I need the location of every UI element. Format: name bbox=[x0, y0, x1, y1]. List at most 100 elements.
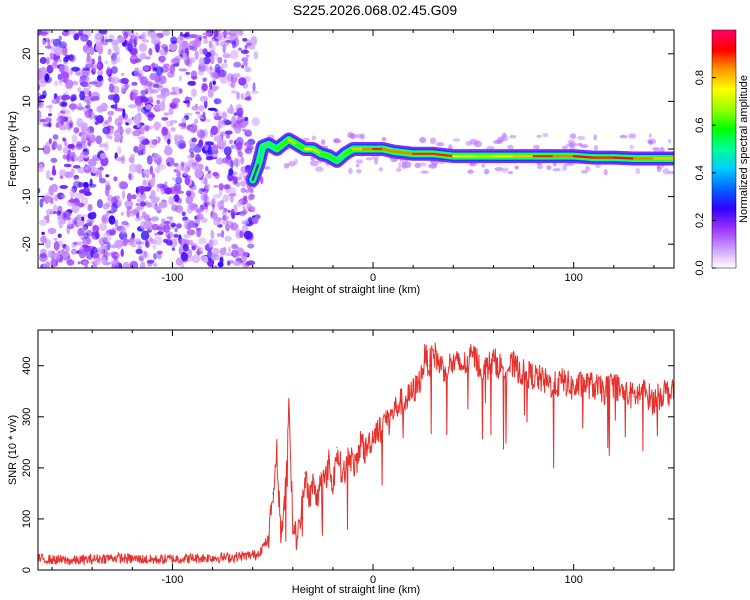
noise-speckle bbox=[157, 252, 162, 260]
snr-point bbox=[268, 538, 270, 541]
noise-speckle bbox=[178, 238, 182, 245]
noise-speckle bbox=[183, 167, 188, 177]
noise-speckle bbox=[71, 134, 78, 144]
noise-speckle bbox=[194, 38, 202, 48]
noise-speckle bbox=[140, 220, 148, 230]
noise-speckle bbox=[149, 237, 154, 242]
noise-speckle bbox=[595, 163, 601, 168]
noise-speckle bbox=[40, 235, 47, 244]
noise-speckle bbox=[154, 205, 162, 211]
noise-speckle bbox=[210, 128, 214, 138]
noise-speckle bbox=[164, 187, 173, 195]
noise-speckle bbox=[78, 189, 87, 194]
noise-speckle bbox=[508, 171, 514, 175]
noise-speckle bbox=[50, 258, 57, 268]
noise-speckle bbox=[577, 142, 583, 147]
noise-speckle bbox=[156, 94, 166, 99]
noise-speckle bbox=[561, 145, 568, 150]
noise-speckle bbox=[110, 218, 116, 225]
noise-speckle bbox=[111, 251, 120, 260]
noise-speckle bbox=[211, 252, 218, 261]
noise-speckle bbox=[102, 232, 112, 243]
snr-point bbox=[384, 416, 386, 418]
noise-speckle bbox=[585, 165, 591, 172]
noise-speckle bbox=[244, 44, 248, 49]
noise-speckle bbox=[242, 38, 248, 42]
noise-speckle bbox=[71, 80, 79, 86]
noise-speckle bbox=[50, 157, 58, 163]
noise-speckle bbox=[137, 136, 147, 140]
noise-speckle bbox=[452, 138, 461, 142]
noise-speckle bbox=[153, 121, 163, 130]
snr-point bbox=[392, 411, 394, 413]
noise-speckle bbox=[153, 263, 158, 267]
noise-speckle bbox=[94, 115, 98, 121]
snr-point bbox=[320, 472, 322, 474]
noise-speckle bbox=[196, 228, 202, 238]
signal-trace-core bbox=[251, 162, 260, 181]
noise-speckle bbox=[118, 180, 128, 190]
noise-speckle bbox=[233, 251, 240, 259]
noise-speckle bbox=[365, 157, 373, 161]
noise-speckle bbox=[134, 217, 141, 222]
noise-speckle bbox=[224, 130, 233, 135]
noise-speckle bbox=[60, 248, 66, 257]
snr-point bbox=[360, 436, 362, 438]
noise-speckle bbox=[135, 202, 141, 207]
noise-speckle bbox=[71, 203, 80, 214]
noise-speckle bbox=[191, 161, 201, 171]
noise-speckle bbox=[191, 254, 201, 264]
snr-point bbox=[603, 390, 605, 392]
noise-speckle bbox=[198, 58, 203, 67]
noise-speckle bbox=[202, 77, 207, 83]
noise-speckle bbox=[53, 241, 60, 251]
noise-speckle bbox=[212, 80, 216, 85]
noise-speckle bbox=[96, 170, 102, 176]
noise-speckle bbox=[71, 248, 77, 255]
y-tick-label: 200 bbox=[21, 459, 33, 477]
noise-speckle bbox=[167, 233, 171, 243]
noise-speckle bbox=[77, 166, 86, 174]
y-tick-label: 0 bbox=[21, 567, 33, 573]
noise-speckle bbox=[514, 165, 519, 170]
noise-speckle bbox=[77, 227, 85, 237]
noise-speckle bbox=[57, 258, 64, 263]
snr-point bbox=[336, 446, 338, 448]
noise-speckle bbox=[221, 111, 227, 119]
noise-speckle bbox=[536, 134, 542, 138]
noise-speckle bbox=[39, 118, 47, 122]
noise-speckle bbox=[288, 161, 296, 167]
snr-point bbox=[396, 406, 398, 408]
snr-ylabel: SNR (10 * v/v) bbox=[7, 415, 19, 485]
noise-speckle bbox=[198, 237, 207, 245]
noise-speckle bbox=[107, 110, 115, 116]
noise-speckle bbox=[206, 201, 215, 206]
noise-speckle bbox=[309, 160, 319, 167]
noise-speckle bbox=[95, 80, 103, 88]
snr-point bbox=[344, 472, 346, 474]
noise-speckle bbox=[481, 163, 486, 168]
y-tick-label: 10 bbox=[21, 95, 33, 107]
noise-speckle bbox=[183, 161, 188, 166]
snr-point bbox=[593, 385, 595, 387]
signal-trace-core bbox=[572, 155, 595, 159]
colorbar-tick-label: 0.2 bbox=[694, 213, 706, 228]
noise-speckle bbox=[214, 63, 221, 73]
noise-speckle bbox=[59, 224, 63, 229]
noise-speckle bbox=[56, 116, 61, 123]
noise-speckle bbox=[194, 168, 203, 179]
noise-speckle bbox=[396, 167, 402, 172]
noise-speckle bbox=[86, 52, 91, 63]
noise-speckle bbox=[576, 135, 586, 141]
noise-speckle bbox=[533, 144, 540, 150]
noise-speckle bbox=[39, 198, 44, 208]
noise-speckle bbox=[104, 38, 114, 43]
snr-point bbox=[400, 400, 402, 403]
snr-point bbox=[388, 421, 390, 423]
noise-speckle bbox=[171, 247, 175, 251]
noise-speckle bbox=[215, 52, 219, 61]
snr-point bbox=[312, 482, 314, 484]
noise-speckle bbox=[129, 260, 139, 268]
noise-speckle bbox=[136, 198, 144, 203]
snr-point bbox=[356, 467, 358, 469]
